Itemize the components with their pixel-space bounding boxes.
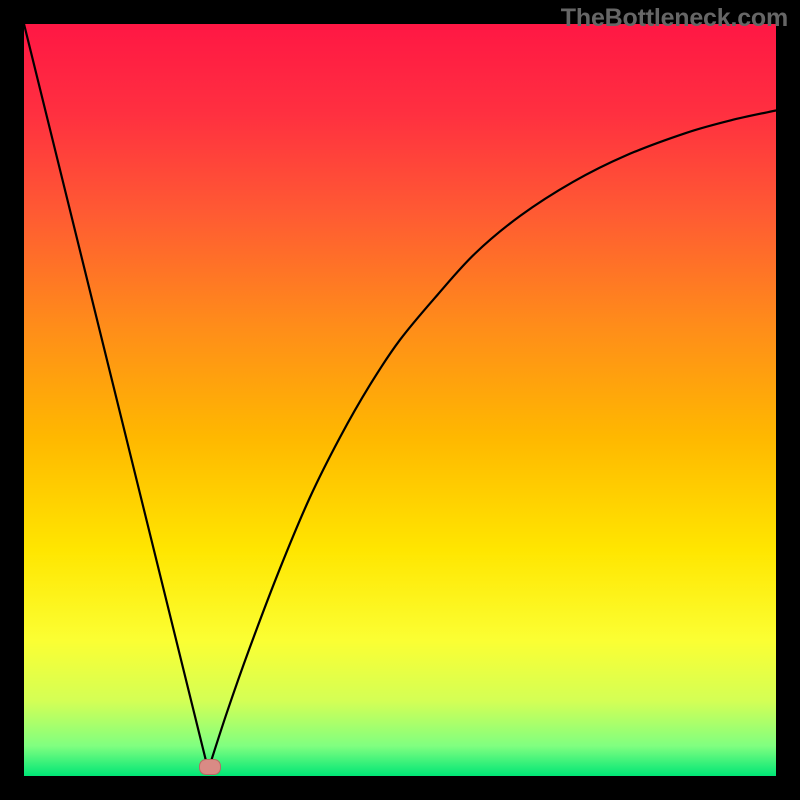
plot-area — [24, 24, 776, 776]
bottleneck-curve — [24, 24, 776, 776]
chart-frame: TheBottleneck.com — [0, 0, 800, 800]
optimum-marker — [199, 759, 221, 775]
watermark-text: TheBottleneck.com — [561, 4, 788, 33]
